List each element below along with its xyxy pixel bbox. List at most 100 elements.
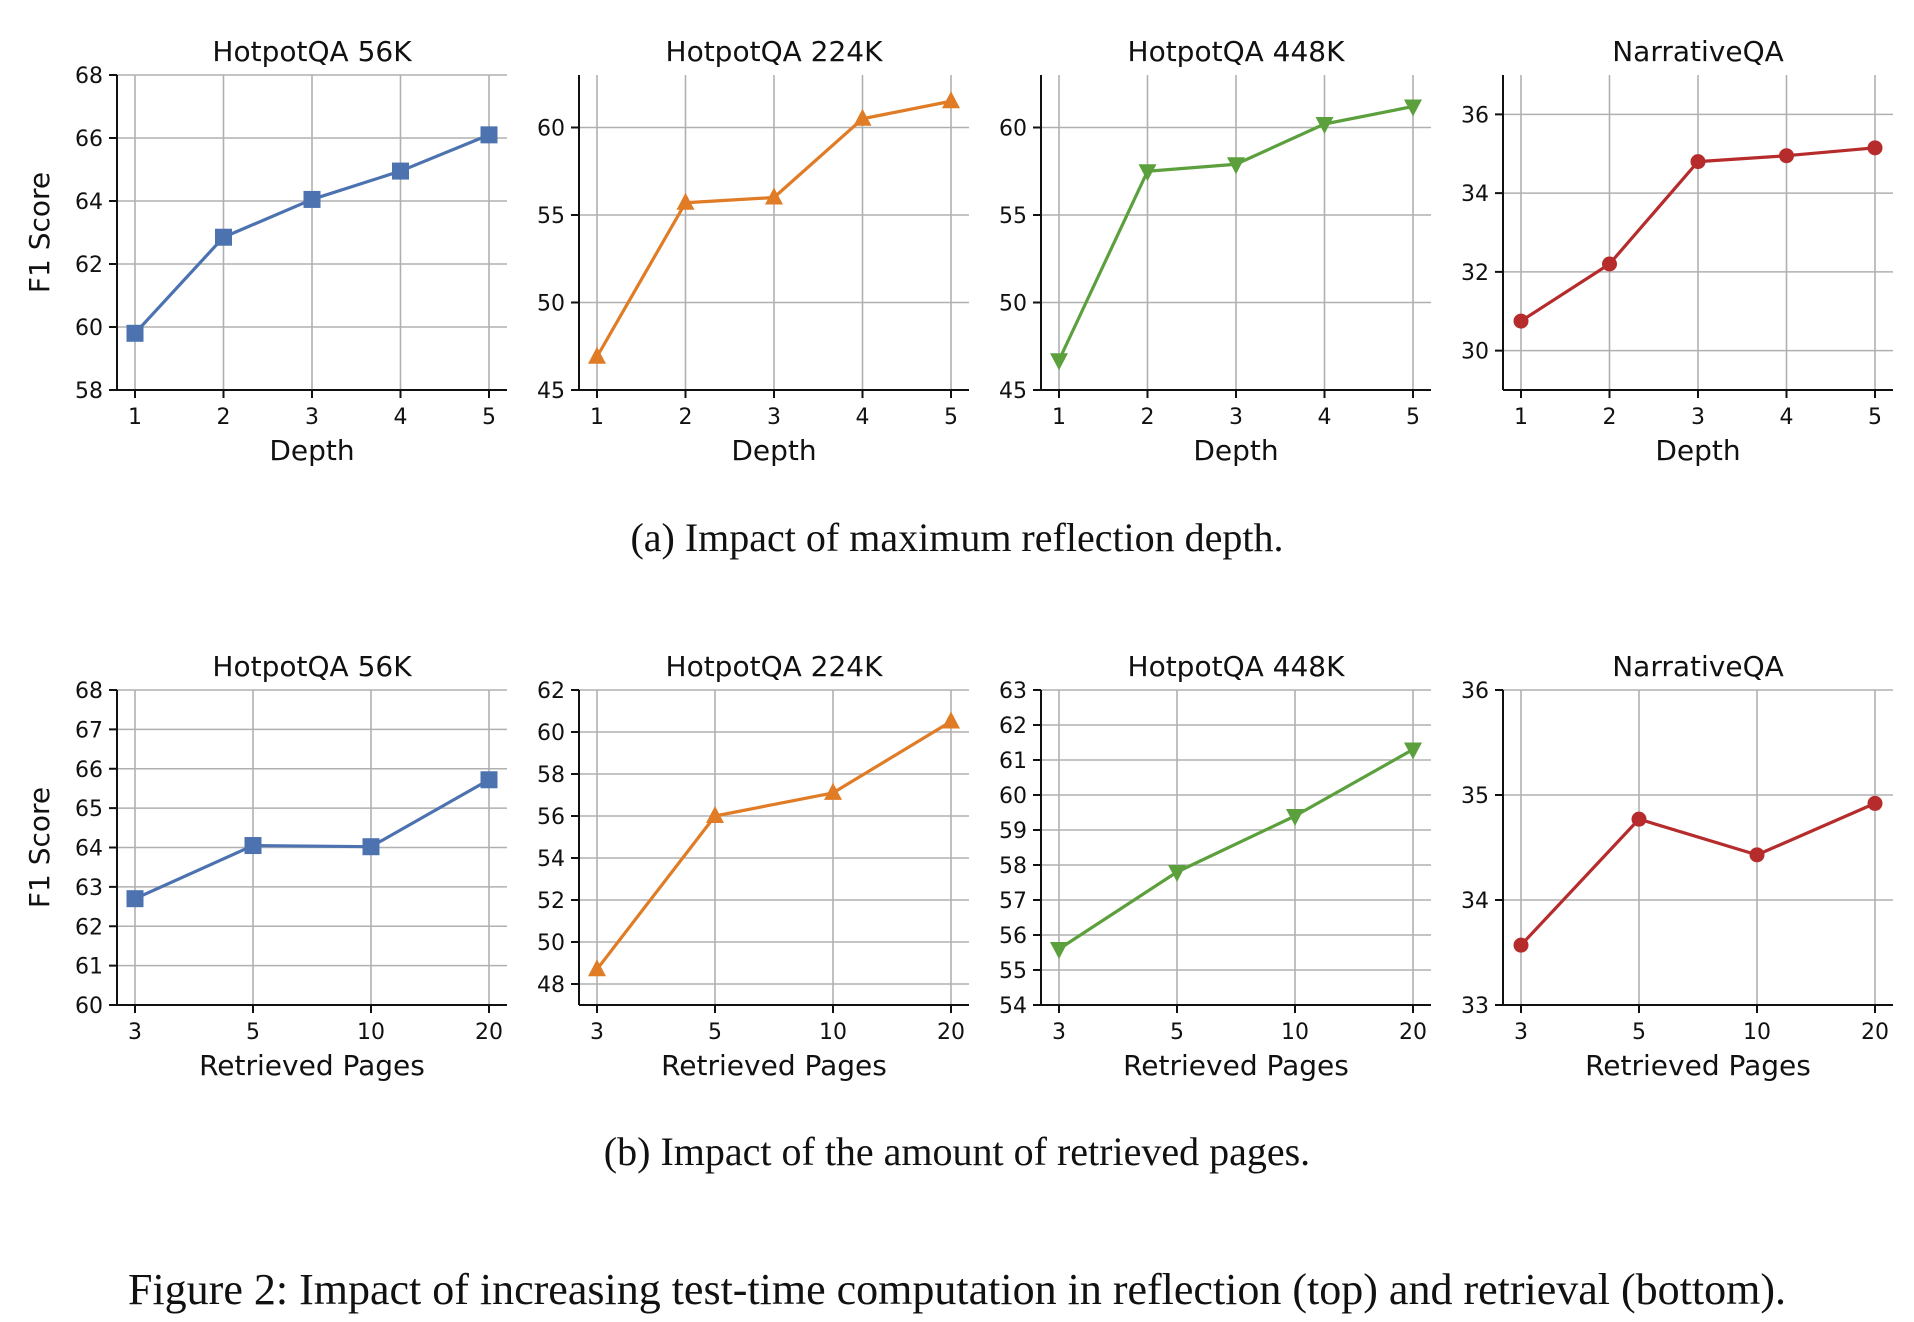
- x-tick-label: 5: [246, 1020, 260, 1045]
- data-point: [1513, 937, 1529, 953]
- x-tick-label: 3: [1229, 405, 1243, 430]
- y-tick-label: 66: [75, 758, 103, 783]
- data-point: [676, 192, 695, 210]
- series-line: [134, 778, 490, 901]
- y-tick-label: 55: [999, 204, 1027, 229]
- y-tick-label: 62: [75, 915, 103, 940]
- data-point: [480, 771, 498, 789]
- data-point: [362, 838, 380, 856]
- data-point: [765, 187, 783, 205]
- data-point: [942, 91, 960, 109]
- x-tick-label: 5: [944, 405, 958, 430]
- chart-title: NarrativeQA: [1612, 650, 1784, 683]
- chart-panel-4: 60 61 62 63 64 65 66 67 68 3 5 10 20 HotpotQA 56K Retr…: [23, 650, 507, 1082]
- data-point: [1779, 148, 1794, 164]
- x-tick-label: 3: [1514, 1020, 1528, 1045]
- data-point: [244, 837, 262, 855]
- y-tick-label: 56: [537, 805, 565, 830]
- data-point: [1867, 795, 1883, 811]
- y-tick-label: 60: [999, 784, 1027, 809]
- y-tick-label: 50: [537, 931, 565, 956]
- x-tick-label: 10: [1743, 1020, 1771, 1045]
- data-point: [1315, 117, 1334, 134]
- x-tick-label: 20: [937, 1020, 965, 1045]
- x-tick-label: 3: [767, 405, 781, 430]
- y-tick-label: 60: [999, 117, 1027, 142]
- x-tick-label: 5: [1406, 405, 1420, 430]
- x-axis-label: Depth: [1655, 434, 1740, 467]
- x-tick-label: 5: [708, 1020, 722, 1045]
- y-tick-label: 36: [1461, 679, 1489, 704]
- y-tick-label: 60: [75, 994, 103, 1019]
- chart-panel-0: 58 60 62 64 66 68 1 2 3 4 5 HotpotQA 56K Depth F1 Sco…: [23, 35, 507, 467]
- y-tick-label: 48: [537, 973, 565, 998]
- data-point: [1631, 811, 1647, 827]
- data-point: [588, 346, 606, 364]
- y-tick-label: 62: [999, 714, 1027, 739]
- y-tick-label: 65: [75, 797, 103, 822]
- x-tick-label: 4: [394, 405, 408, 430]
- x-tick-label: 5: [482, 405, 496, 430]
- y-tick-label: 55: [537, 204, 565, 229]
- data-point: [1050, 353, 1068, 371]
- chart-title: NarrativeQA: [1612, 35, 1784, 68]
- x-axis-label: Depth: [269, 434, 354, 467]
- y-tick-label: 61: [75, 955, 103, 980]
- chart-title: HotpotQA 56K: [212, 650, 412, 683]
- y-tick-label: 50: [537, 292, 565, 317]
- x-tick-label: 10: [1281, 1020, 1309, 1045]
- data-point: [1749, 847, 1765, 863]
- chart-title: HotpotQA 224K: [666, 35, 884, 68]
- y-axis-label: F1 Score: [23, 172, 56, 293]
- y-tick-label: 63: [75, 876, 103, 901]
- y-tick-label: 33: [1461, 994, 1489, 1019]
- y-tick-label: 34: [1461, 182, 1489, 207]
- data-point: [942, 711, 960, 729]
- chart-panel-6: 54 55 56 57 58 59 60 61 62 63 3 5 10 20 HotpotQA 448K R…: [999, 650, 1431, 1082]
- y-axis-label: F1 Score: [23, 787, 56, 908]
- x-axis-label: Depth: [731, 434, 816, 467]
- x-tick-label: 1: [1052, 405, 1066, 430]
- y-tick-label: 58: [537, 763, 565, 788]
- data-point: [1050, 942, 1068, 959]
- y-tick-label: 64: [75, 190, 103, 215]
- y-tick-label: 45: [999, 379, 1027, 404]
- data-point: [588, 959, 606, 977]
- x-tick-label: 4: [1780, 405, 1794, 430]
- y-tick-label: 67: [75, 718, 103, 743]
- data-point: [215, 228, 232, 246]
- x-tick-label: 3: [305, 405, 319, 430]
- x-axis-label: Retrieved Pages: [1585, 1049, 1811, 1082]
- y-tick-label: 64: [75, 837, 103, 862]
- x-tick-label: 4: [1318, 405, 1332, 430]
- data-point: [1168, 865, 1186, 882]
- y-tick-label: 68: [75, 64, 103, 89]
- y-tick-label: 56: [999, 924, 1027, 949]
- x-tick-label: 10: [357, 1020, 385, 1045]
- y-tick-label: 63: [999, 679, 1027, 704]
- data-point: [824, 782, 842, 800]
- y-tick-label: 35: [1461, 784, 1489, 809]
- series-line: [1058, 748, 1414, 951]
- x-tick-label: 20: [475, 1020, 503, 1045]
- x-tick-label: 4: [856, 405, 870, 430]
- x-tick-label: 3: [1052, 1020, 1066, 1045]
- data-point: [1404, 742, 1422, 760]
- y-tick-label: 57: [999, 889, 1027, 914]
- caption-a: (a) Impact of maximum reflection depth.: [630, 515, 1284, 560]
- y-tick-label: 62: [75, 253, 103, 278]
- chart-title: HotpotQA 448K: [1128, 35, 1346, 68]
- y-tick-label: 66: [75, 127, 103, 152]
- data-point: [303, 190, 321, 208]
- x-tick-label: 5: [1632, 1020, 1646, 1045]
- chart-title: HotpotQA 224K: [666, 650, 884, 683]
- x-tick-label: 1: [1514, 405, 1528, 430]
- y-tick-label: 54: [537, 847, 565, 872]
- y-tick-label: 55: [999, 959, 1027, 984]
- y-tick-label: 45: [537, 379, 565, 404]
- data-point: [853, 108, 872, 126]
- y-tick-label: 54: [999, 994, 1027, 1019]
